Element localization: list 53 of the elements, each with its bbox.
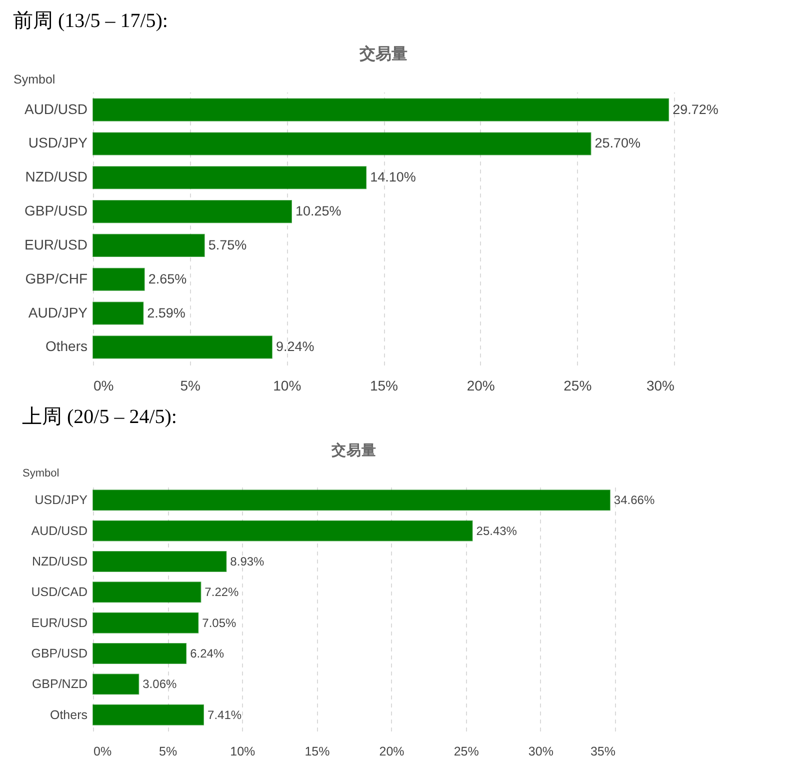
- y-tick-label: NZD/USD: [32, 554, 88, 568]
- data-label: 2.65%: [148, 271, 187, 286]
- y-tick-label: GBP/NZD: [32, 677, 88, 692]
- y-tick-label: USD/CAD: [31, 585, 88, 600]
- x-tick-label: 5%: [180, 378, 200, 394]
- y-tick-label: USD/JPY: [34, 493, 88, 508]
- data-label: 3.06%: [142, 677, 177, 692]
- y-tick-label: AUD/USD: [31, 524, 88, 538]
- x-tick-label: 25%: [564, 378, 592, 394]
- y-tick-label: GBP/CHF: [25, 270, 88, 286]
- x-tick-label: 10%: [230, 744, 256, 758]
- x-tick-label: 10%: [273, 378, 302, 394]
- data-label: 2.59%: [147, 305, 186, 320]
- x-tick-label: 15%: [304, 744, 330, 758]
- chart-title: 前周 (13/5 – 17/5):: [13, 10, 168, 32]
- x-tick-label: 30%: [646, 378, 674, 394]
- data-label: 25.70%: [594, 136, 641, 151]
- x-tick-label: 25%: [454, 744, 479, 758]
- y-tick-label: Others: [45, 338, 88, 354]
- x-tick-label: 0%: [94, 744, 112, 758]
- y-tick-label: EUR/USD: [31, 616, 88, 630]
- x-tick-label: 15%: [370, 378, 398, 394]
- y-axis-title: Symbol: [22, 468, 60, 480]
- y-tick-label: NZD/USD: [25, 168, 88, 185]
- y-tick-label: AUD/JPY: [28, 304, 88, 320]
- data-label: 8.93%: [230, 554, 265, 568]
- y-tick-label: AUD/USD: [24, 100, 88, 117]
- data-label: 7.05%: [202, 616, 236, 630]
- x-tick-label: 20%: [466, 378, 495, 394]
- data-label: 7.22%: [204, 585, 240, 600]
- data-label: 10.25%: [296, 204, 342, 219]
- y-tick-label: EUR/USD: [24, 236, 88, 252]
- x-tick-label: 35%: [590, 744, 616, 758]
- data-label: 9.24%: [276, 339, 314, 354]
- x-tick-label: 0%: [94, 378, 114, 394]
- y-axis-title: Symbol: [14, 72, 56, 86]
- x-tick-label: 20%: [379, 744, 404, 758]
- data-label: 6.24%: [190, 646, 224, 661]
- x-tick-label: 30%: [528, 744, 554, 758]
- y-tick-label: Others: [50, 708, 88, 722]
- data-label: 29.72%: [672, 102, 718, 117]
- y-tick-label: GBP/USD: [24, 202, 88, 219]
- data-label: 34.66%: [614, 493, 655, 508]
- chart-title: 上周 (20/5 – 24/5):: [22, 406, 177, 428]
- data-label: 7.41%: [208, 708, 242, 722]
- data-label: 25.43%: [476, 524, 518, 538]
- data-label: 14.10%: [370, 170, 416, 185]
- data-label: 5.75%: [208, 237, 247, 252]
- y-tick-label: USD/JPY: [28, 134, 88, 151]
- chart-subtitle: 交易量: [358, 44, 408, 63]
- y-tick-label: GBP/USD: [31, 646, 88, 661]
- chart-subtitle: 交易量: [330, 441, 376, 459]
- x-tick-label: 5%: [159, 744, 178, 758]
